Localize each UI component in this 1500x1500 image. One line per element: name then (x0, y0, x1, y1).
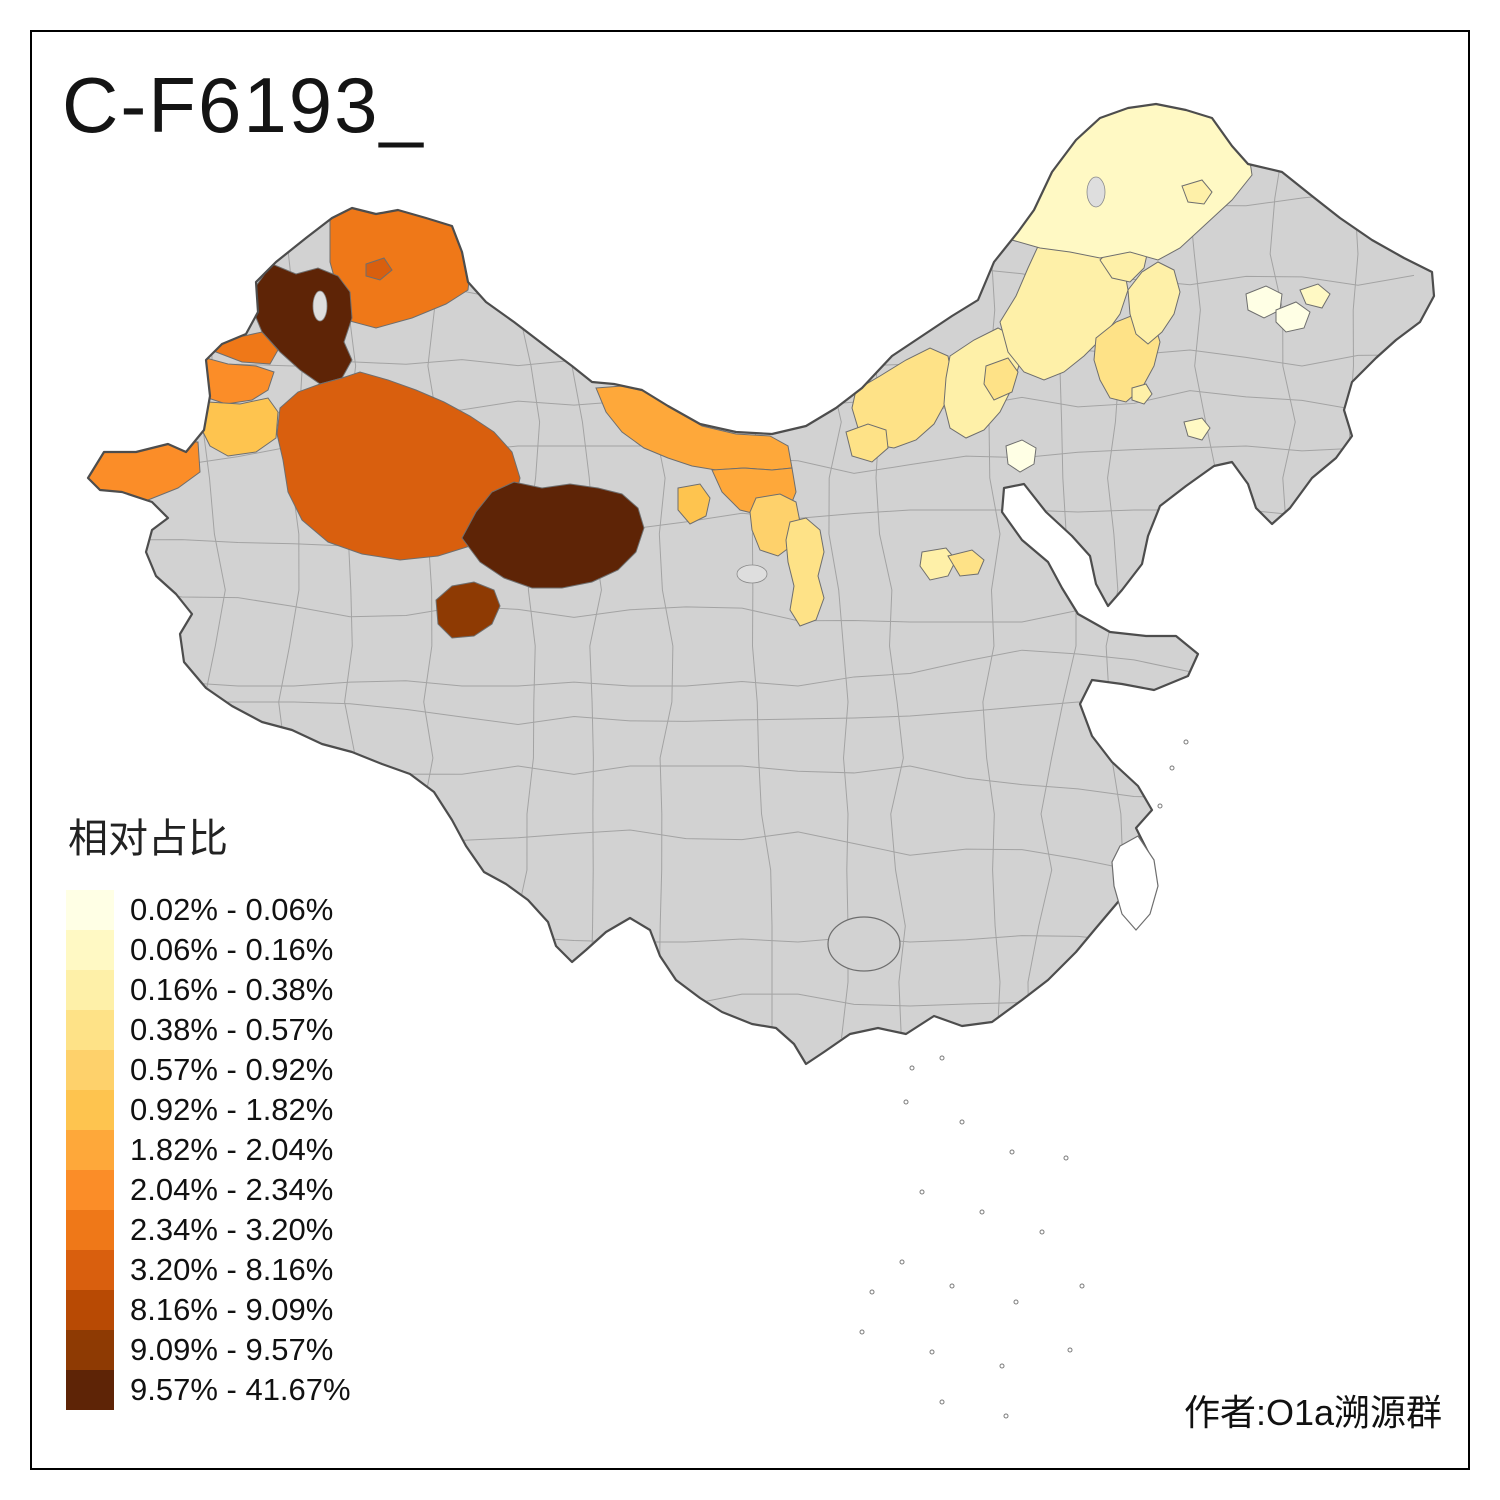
legend-item: 0.16% - 0.38% (66, 970, 351, 1010)
map-region-ordos-west (845, 423, 889, 463)
legend: 相对占比 0.02% - 0.06% 0.06% - 0.16% 0.16% - 0… (66, 806, 351, 1410)
map-region-hulunbuir-speck (1181, 179, 1213, 205)
page-title: C-F6193_ (62, 61, 425, 149)
legend-item: 0.57% - 0.92% (66, 1050, 351, 1090)
legend-item: 9.57% - 41.67% (66, 1370, 351, 1410)
legend-swatch (66, 890, 114, 930)
legend-item: 0.38% - 0.57% (66, 1010, 351, 1050)
legend-item: 2.34% - 3.20% (66, 1210, 351, 1250)
taiwan-island (1111, 835, 1159, 931)
legend-item: 8.16% - 9.09% (66, 1290, 351, 1330)
legend-swatch (66, 1210, 114, 1250)
map-region-kashgar (201, 397, 279, 457)
legend-swatch (66, 930, 114, 970)
map-region-se-xinjiang-dark (461, 481, 645, 589)
lake-sayram (312, 290, 328, 322)
legend-swatch (66, 1090, 114, 1130)
legend-label: 0.06% - 0.16% (130, 932, 334, 967)
legend-swatch (66, 970, 114, 1010)
legend-item: 3.20% - 8.16% (66, 1250, 351, 1290)
legend-swatch (66, 1370, 114, 1410)
map-region-liaoning-speck-2 (1183, 417, 1211, 441)
map-region-jilin-w2 (1275, 301, 1311, 333)
map-region-shanxi-speck-2 (947, 549, 985, 577)
legend-label: 9.09% - 9.57% (130, 1332, 334, 1367)
legend-swatch (66, 1010, 114, 1050)
map-region-shanxi-speck-1 (919, 547, 957, 581)
choropleth-regions (88, 104, 1331, 639)
mainland-outline (86, 102, 1436, 1066)
map-region-tongliao (1127, 261, 1181, 345)
map-region-ningxia-strip (785, 517, 825, 627)
legend-label: 9.57% - 41.67% (130, 1372, 351, 1407)
legend-label: 0.57% - 0.92% (130, 1052, 334, 1087)
legend-swatch (66, 1130, 114, 1170)
legend-label: 2.34% - 3.20% (130, 1212, 334, 1247)
map-region-liaoning-speck-1 (1131, 383, 1153, 405)
legend-item: 0.06% - 0.16% (66, 930, 351, 970)
legend-label: 2.04% - 2.34% (130, 1172, 334, 1207)
legend-swatch (66, 1330, 114, 1370)
legend-label: 0.16% - 0.38% (130, 972, 334, 1007)
legend-label: 3.20% - 8.16% (130, 1252, 334, 1287)
legend-item: 2.04% - 2.34% (66, 1170, 351, 1210)
legend-rows: 0.02% - 0.06% 0.06% - 0.16% 0.16% - 0.38% 0… (66, 890, 351, 1410)
legend-item: 0.92% - 1.82% (66, 1090, 351, 1130)
map-region-hohhot (943, 327, 1021, 439)
map-region-n-beijing-speck (1005, 439, 1037, 473)
attribution: 作者:O1a溯源群 (1183, 1392, 1442, 1433)
legend-item: 0.02% - 0.06% (66, 890, 351, 930)
legend-swatch (66, 1170, 114, 1210)
legend-label: 0.02% - 0.06% (130, 892, 334, 927)
map-region-jiuquan-speck (677, 483, 711, 525)
legend-item: 1.82% - 2.04% (66, 1130, 351, 1170)
map-region-s-dark-blob (435, 581, 501, 639)
map-region-n-xinjiang-speck (365, 257, 393, 281)
lake-qinghai (736, 564, 768, 584)
legend-title: 相对占比 (68, 817, 228, 861)
legend-label: 0.38% - 0.57% (130, 1012, 334, 1047)
legend-swatch (66, 1290, 114, 1330)
legend-swatch (66, 1250, 114, 1290)
south-china-sea-islets (859, 739, 1189, 1419)
legend-label: 8.16% - 9.09% (130, 1292, 334, 1327)
legend-swatch (66, 1050, 114, 1090)
legend-label: 0.92% - 1.82% (130, 1092, 334, 1127)
hainan-island (827, 916, 901, 972)
lake-hulun (1086, 176, 1106, 208)
map-region-ulanqab-patch (983, 357, 1019, 401)
map-region-ili-southwest (201, 357, 275, 405)
legend-item: 9.09% - 9.57% (66, 1330, 351, 1370)
map-region-jilin-e (1299, 283, 1331, 309)
legend-label: 1.82% - 2.04% (130, 1132, 334, 1167)
